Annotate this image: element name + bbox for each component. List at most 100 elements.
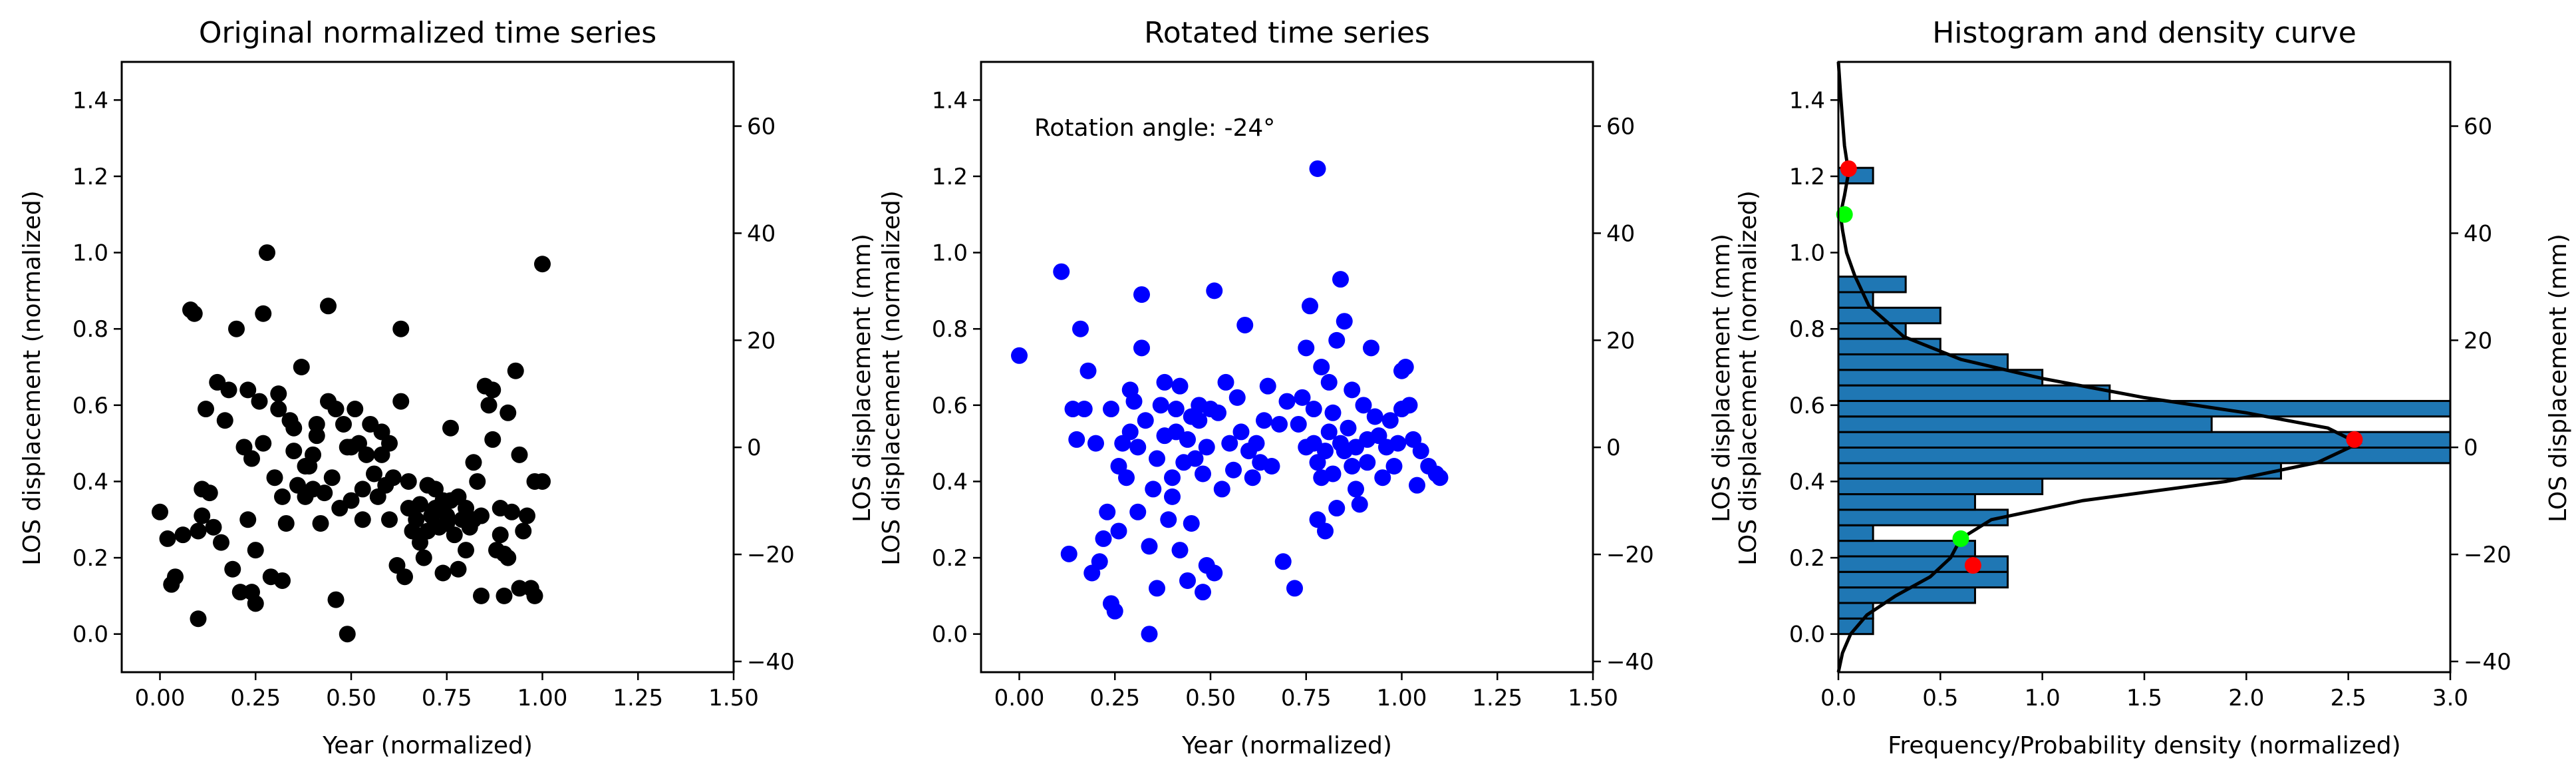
rotated-point bbox=[1351, 496, 1368, 513]
panel-rotated: Rotated time series 0.00 0.25 0.50 0.75 1.00… bbox=[878, 16, 1735, 759]
rotated-point bbox=[1210, 404, 1226, 421]
original-ytick-label: 1.2 bbox=[72, 164, 108, 190]
rotated-point bbox=[1381, 412, 1399, 429]
panel-rotated-plot: 0.00 0.25 0.50 0.75 1.00 1.25 1.500.00.20.40.6… bbox=[932, 61, 1654, 711]
panel-histogram-xlabel: Frequency/Probability density (normalize… bbox=[1888, 732, 2400, 759]
panel-original-xlabel: Year (normalized) bbox=[322, 732, 533, 759]
rotated-point bbox=[1298, 339, 1315, 357]
histogram-y2tick-label: 20 bbox=[2464, 327, 2492, 354]
histogram-xtick-label: 3.0 bbox=[2432, 685, 2468, 711]
rotated-point bbox=[1340, 419, 1357, 437]
original-y2tick-label: −20 bbox=[747, 542, 795, 568]
original-point bbox=[384, 469, 402, 487]
original-xtick-label: 0.50 bbox=[326, 685, 376, 711]
histogram-ytick-label: 1.2 bbox=[1789, 164, 1825, 190]
rotated-xtick-label: 1.00 bbox=[1377, 685, 1427, 711]
rotated-point bbox=[1167, 401, 1185, 418]
rotated-point bbox=[1313, 359, 1330, 375]
rotated-point bbox=[1011, 347, 1028, 364]
rotated-point bbox=[1302, 297, 1318, 315]
rotated-point bbox=[1385, 458, 1403, 475]
original-point bbox=[247, 595, 264, 612]
rotated-point bbox=[1141, 538, 1158, 555]
rotated-point bbox=[1286, 580, 1303, 597]
rotated-point bbox=[1187, 450, 1204, 467]
histogram-bar bbox=[1837, 415, 2213, 433]
rotated-point bbox=[1141, 626, 1158, 643]
rotated-point bbox=[1068, 431, 1085, 448]
rotated-axes-frame bbox=[980, 61, 1594, 674]
histogram-bar bbox=[1837, 384, 2111, 402]
histogram-bar bbox=[1837, 508, 2009, 526]
rotated-point bbox=[1317, 522, 1334, 540]
rotated-point bbox=[1195, 465, 1211, 483]
original-point bbox=[312, 514, 329, 532]
histogram-ytick-label: 0.6 bbox=[1789, 393, 1825, 419]
rotated-point bbox=[1121, 423, 1139, 441]
original-y2tick-label: 40 bbox=[747, 220, 776, 247]
panel-histogram: Histogram and density curve 0.0 0.5 1.0 1.5… bbox=[1735, 16, 2572, 759]
histogram-y2tick-label: 0 bbox=[2464, 435, 2478, 461]
original-point bbox=[500, 549, 517, 566]
histogram-xtick-label: 0.5 bbox=[1922, 685, 1958, 711]
rotated-point bbox=[1191, 412, 1208, 429]
original-point bbox=[327, 591, 345, 608]
original-point bbox=[323, 469, 341, 487]
original-point bbox=[285, 419, 303, 437]
rotated-point bbox=[1198, 439, 1215, 456]
rotated-xtick-label: 0.50 bbox=[1185, 685, 1236, 711]
panel-original-ylabel: LOS displacement (normalized) bbox=[19, 190, 46, 566]
panel-original-plot: 0.00 0.25 0.50 0.75 1.00 1.25 1.500.00.20.40.6… bbox=[72, 61, 795, 711]
original-xtick-label: 1.50 bbox=[708, 685, 759, 711]
rotated-point bbox=[1164, 469, 1181, 487]
original-xtick-label: 0.25 bbox=[230, 685, 281, 711]
original-ytick-label: 0.2 bbox=[72, 545, 108, 572]
original-point bbox=[534, 473, 551, 490]
original-point bbox=[216, 412, 233, 429]
rotated-point bbox=[1366, 408, 1383, 425]
rotated-point bbox=[1328, 500, 1346, 517]
original-y2tick-label: 60 bbox=[747, 114, 776, 140]
original-point bbox=[343, 492, 360, 509]
rotated-xtick-label: 0.25 bbox=[1089, 685, 1140, 711]
original-point bbox=[469, 473, 486, 490]
original-point bbox=[484, 431, 501, 448]
original-ytick-label: 1.0 bbox=[72, 240, 108, 267]
density-marker bbox=[2346, 431, 2363, 448]
original-point bbox=[277, 514, 295, 532]
original-ytick-label: 0.0 bbox=[72, 622, 108, 648]
rotated-point bbox=[1320, 373, 1338, 391]
original-axes-frame bbox=[120, 61, 735, 674]
rotated-point bbox=[1232, 423, 1250, 441]
panel-histogram-ylabel-right: LOS displacement (mm) bbox=[2545, 234, 2572, 522]
rotated-point bbox=[1160, 511, 1177, 528]
original-point bbox=[412, 496, 428, 513]
original-point bbox=[243, 450, 260, 467]
histogram-bar bbox=[1837, 353, 2009, 371]
density-marker bbox=[1952, 530, 1969, 547]
panel-histogram-plot: 0.0 0.5 1.0 1.5 2.0 2.5 3.0 0.0 0.2 0.4 0.6 0.8 1.0 1… bbox=[1789, 61, 2511, 711]
rotated-point bbox=[1171, 377, 1189, 395]
original-xtick-label: 1.00 bbox=[517, 685, 568, 711]
histogram-xtick-label: 1.5 bbox=[2126, 685, 2162, 711]
rotated-point bbox=[1348, 481, 1364, 498]
original-xtick-label: 0.00 bbox=[135, 685, 186, 711]
histogram-ytick-label: 0.2 bbox=[1789, 545, 1825, 572]
histogram-bar bbox=[1837, 477, 2044, 496]
original-point bbox=[415, 549, 432, 566]
rotated-point bbox=[1259, 377, 1276, 395]
original-point bbox=[492, 526, 509, 544]
rotated-point bbox=[1129, 439, 1147, 456]
panel-original: Original normalized time series 0.00 0.25… bbox=[19, 16, 876, 759]
original-point bbox=[446, 526, 463, 544]
rotated-point bbox=[1099, 503, 1116, 520]
original-point bbox=[392, 393, 410, 410]
original-point bbox=[347, 401, 364, 418]
rotated-point bbox=[1060, 545, 1077, 562]
original-point bbox=[503, 503, 520, 520]
rotated-point bbox=[1274, 553, 1292, 570]
panel-rotated-ylabel-right: LOS displacement (mm) bbox=[1708, 234, 1735, 522]
original-point bbox=[266, 469, 283, 487]
rotated-xtick-label: 0.00 bbox=[994, 685, 1045, 711]
rotated-ytick-label: 0.8 bbox=[932, 316, 968, 343]
